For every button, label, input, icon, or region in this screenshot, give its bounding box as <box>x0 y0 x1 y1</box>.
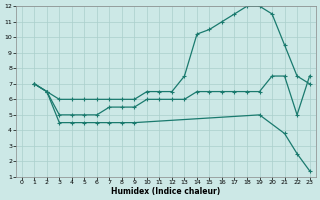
X-axis label: Humidex (Indice chaleur): Humidex (Indice chaleur) <box>111 187 220 196</box>
